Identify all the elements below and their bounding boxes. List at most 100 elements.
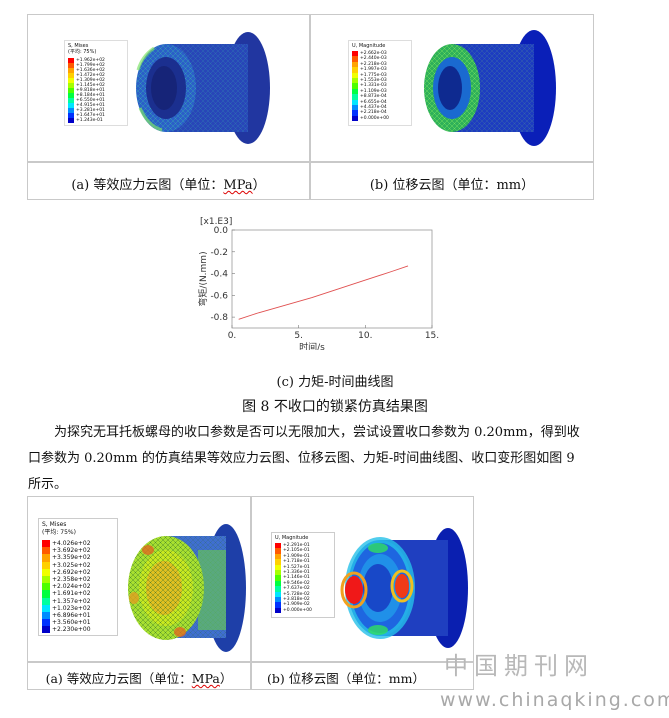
fig9-a-stress-model [128, 524, 246, 652]
legend-swatch [68, 98, 74, 103]
legend-swatch [352, 104, 358, 111]
legend-row: +1.336e-01 [275, 569, 312, 576]
legend-value: +2.358e+02 [52, 575, 91, 583]
legend-row: +3.692e+02 [42, 547, 91, 555]
legend-swatch [352, 67, 358, 73]
fig8-a-caption-prefix: (a) 等效应力云图（单位： [71, 178, 224, 193]
legend-value: +6.896e+01 [52, 611, 91, 619]
legend-swatch [68, 68, 74, 73]
legend-swatch [352, 99, 358, 105]
legend-value: +4.437e-04 [360, 104, 387, 110]
legend-swatch [352, 51, 358, 57]
legend-value: +3.818e-02 [283, 596, 310, 602]
legend-value: +3.025e+02 [52, 561, 91, 569]
y-tick-label: 0.0 [214, 226, 229, 236]
paragraph-line-1: 为探究无耳托板螺母的收口参数是否可以无限加大，尝试设置收口参数为 0.20mm，… [54, 425, 580, 440]
legend-value: +1.962e+02 [76, 58, 105, 63]
y-tick-label: -0.2 [210, 248, 228, 258]
legend-value: +2.692e+02 [52, 568, 91, 576]
legend-row: +7.637e-02 [275, 586, 312, 592]
fig9-a-caption: (a) 等效应力云图（单位：MPa） [27, 668, 251, 687]
legend-value: +2.291e-01 [283, 543, 310, 548]
legend-value: +1.331e-03 [360, 83, 387, 89]
legend-value: +4.026e+02 [52, 540, 91, 547]
legend-row: +3.025e+02 [42, 561, 91, 569]
body-paragraph: 为探究无耳托板螺母的收口参数是否可以无限加大，尝试设置收口参数为 0.20mm，… [28, 420, 638, 498]
legend-swatch [42, 583, 50, 591]
legend-row: +1.553e-03 [352, 77, 389, 84]
legend-row: +1.962e+02 [68, 58, 105, 63]
legend-row: +2.218e-03 [352, 61, 389, 68]
legend-row: +4.437e-04 [352, 104, 389, 111]
legend-swatch [68, 118, 74, 123]
legend-value: +1.691e+02 [52, 590, 91, 598]
legend-row: +3.818e-02 [275, 596, 312, 603]
legend-row: +6.550e+01 [68, 98, 105, 103]
paragraph-line-2: 口参数为 0.20mm 的仿真结果等效应力云图、位移云图、力矩-时间曲线图、收口… [28, 451, 575, 466]
legend-row: +9.546e-02 [275, 580, 312, 587]
legend-row: +3.281e+01 [68, 108, 105, 113]
legend-swatch [352, 115, 358, 122]
legend-swatch [42, 575, 50, 584]
legend-swatch [42, 590, 50, 598]
legend-row: +1.909e-02 [275, 602, 312, 608]
legend-swatch [68, 113, 74, 118]
legend-value: +2.662e-03 [360, 51, 387, 56]
y-axis-label: 弯矩/(N.mm) [197, 251, 209, 306]
legend-value: +1.553e-03 [360, 77, 387, 83]
fig9-a-legend-rows: +4.026e+02 +3.692e+02 +3.359e+02 +3.025e+02… [42, 540, 91, 634]
fig8-b-caption: (b) 位移云图（单位：mm） [369, 178, 535, 193]
legend-value: +8.873e-04 [360, 94, 387, 100]
legend-swatch [275, 602, 281, 608]
fig8-a-legend-title1: S, Mises [68, 43, 89, 49]
legend-row: +1.775e-03 [352, 72, 389, 78]
legend-swatch [42, 626, 50, 634]
fig8-b-legend-rows: +2.662e-03 +2.440e-03 +2.218e-03 +1.997e-03… [352, 51, 389, 122]
fig9-panel-b-caption-cell [251, 662, 474, 690]
legend-value: +1.799e+02 [76, 63, 105, 68]
legend-row: +1.909e-01 [275, 553, 312, 560]
legend-row: +2.218e-04 [352, 110, 389, 116]
legend-swatch [275, 548, 281, 554]
fig8-a-caption-unit: MPa [223, 178, 253, 193]
legend-value: +2.218e-04 [360, 110, 387, 116]
legend-row: +5.728e-02 [275, 591, 312, 597]
legend-swatch [42, 604, 50, 612]
legend-value: +3.560e+01 [52, 619, 91, 627]
legend-row: +3.560e+01 [42, 619, 91, 627]
legend-swatch [42, 611, 50, 620]
legend-swatch [42, 619, 50, 627]
legend-value: +2.218e-03 [360, 61, 387, 67]
plot-area [231, 229, 433, 329]
legend-value: +1.718e-01 [283, 559, 310, 565]
legend-swatch [352, 110, 358, 116]
legend-swatch [68, 63, 74, 68]
legend-row: +1.636e+02 [68, 68, 105, 73]
legend-row: +2.662e-03 [352, 51, 389, 57]
fig8-b-legend-title1: U, Magnitude [352, 43, 386, 49]
legend-swatch [42, 568, 50, 576]
legend-row: +1.357e+02 [42, 597, 91, 605]
legend-swatch [352, 77, 358, 84]
legend-row: +1.647e+01 [68, 113, 105, 118]
legend-value: +1.775e-03 [360, 72, 387, 78]
legend-value: +1.527e-01 [283, 564, 310, 570]
legend-swatch [42, 547, 50, 555]
fig9-b-displacement-model [340, 528, 468, 648]
legend-value: +1.336e-01 [283, 569, 310, 575]
legend-swatch [352, 88, 358, 95]
paragraph-line-3: 所示。 [28, 477, 68, 492]
legend-swatch [42, 554, 50, 562]
legend-swatch [275, 575, 281, 581]
legend-value: +9.818e+01 [76, 88, 105, 93]
legend-swatch [275, 591, 281, 597]
fig9-a-caption-suffix: ） [219, 671, 233, 686]
fig8-c-caption: (c) 力矩-时间曲线图 [276, 375, 394, 390]
fig9-b-legend-title1: U, Magnitude [275, 535, 309, 541]
legend-swatch [68, 83, 74, 88]
legend-value: +1.243e-01 [76, 118, 103, 123]
x-tick-label: 5. [294, 331, 303, 341]
legend-value: +1.636e+02 [76, 68, 105, 73]
legend-swatch [275, 586, 281, 592]
legend-value: +2.024e+02 [52, 583, 91, 591]
